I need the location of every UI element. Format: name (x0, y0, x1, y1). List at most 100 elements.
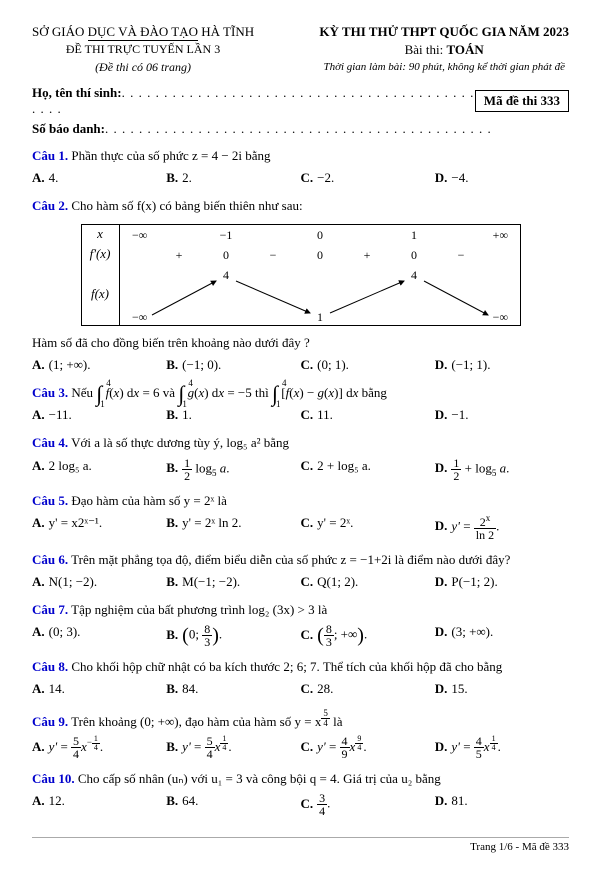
svg-text:+: + (175, 248, 182, 262)
q9-b: B.y' = 54x14. (166, 735, 300, 760)
q1-text: Phần thực của số phức z = 4 − 2i bằng (68, 148, 270, 163)
q9-d: D.y' = 45x14. (435, 735, 569, 760)
row-fp-label: f'(x) (82, 245, 120, 265)
q2-c: C.(0; 1). (301, 356, 435, 374)
svg-text:0: 0 (317, 228, 323, 242)
q2-after: Hàm số đã cho đồng biến trên khoảng nào … (32, 334, 569, 352)
question-3: Câu 3. Nếu ∫41 f(x) dx = 6 và ∫41 g(x) d… (32, 384, 569, 424)
q3-c: C.11. (301, 406, 435, 424)
q5-c: C.y' = 2ˣ. (301, 514, 435, 541)
q10-b: B.64. (166, 792, 300, 817)
q6-num: Câu 6. (32, 552, 68, 567)
q3-d: D.−1. (435, 406, 569, 424)
row-fx-diagram: −∞ 4 1 4 −∞ (120, 265, 520, 325)
q10-a: A.12. (32, 792, 166, 817)
q8-text: Cho khối hộp chữ nhật có ba kích thước 2… (68, 659, 502, 674)
svg-text:0: 0 (223, 248, 229, 262)
q9-num: Câu 9. (32, 714, 68, 729)
svg-text:+∞: +∞ (492, 228, 507, 242)
header: SỞ GIÁO DỤC VÀ ĐÀO TẠO HÀ TĨNH ĐỀ THI TR… (32, 24, 569, 75)
q8-choices: A.14. B.84. C.28. D.15. (32, 680, 569, 698)
svg-text:4: 4 (411, 268, 417, 282)
q2-b: B.(−1; 0). (166, 356, 300, 374)
duration: Thời gian làm bài: 90 phút, không kể thờ… (319, 61, 569, 73)
sbd-dots: . . . . . . . . . . . . . . . . . . . . … (105, 121, 492, 136)
q5-a: A.y' = x2ˣ⁻¹. (32, 514, 166, 541)
q6-text: Trên mặt phẳng tọa độ, điểm biểu diễn củ… (68, 552, 510, 567)
footer: Trang 1/6 - Mã đề 333 (32, 837, 569, 853)
q7-text: Tập nghiệm của bất phương trình log₂ (3x… (68, 602, 327, 617)
q10-c: C.34. (301, 792, 435, 817)
question-7: Câu 7. Tập nghiệm của bất phương trình l… (32, 601, 569, 648)
exam-title: KỲ THI THỬ THPT QUỐC GIA NĂM 2023 (319, 24, 569, 40)
q8-a: A.14. (32, 680, 166, 698)
q3-a: A.−11. (32, 406, 166, 424)
org-line: SỞ GIÁO DỤC VÀ ĐÀO TẠO HÀ TĨNH (32, 24, 254, 40)
q5-b: B.y' = 2ˣ ln 2. (166, 514, 300, 541)
page-count: (Đề thi có 06 trang) (32, 60, 254, 75)
q10-text: Cho cấp số nhân (uₙ) với u₁ = 3 và công … (75, 771, 441, 786)
svg-text:−: − (269, 248, 276, 262)
q4-text: Với a là số thực dương tùy ý, log₅ a² bằ… (68, 435, 289, 450)
q7-d: D.(3; +∞). (435, 623, 569, 648)
q8-c: C.28. (301, 680, 435, 698)
row-x-vals: −∞ −1 0 1 +∞ (120, 225, 520, 245)
q6-c: C.Q(1; 2). (301, 573, 435, 591)
integral-icon: ∫41 (96, 386, 102, 401)
q4-d: D.12 + log5 a. (435, 457, 569, 482)
q4-choices: A.2 log₅ a. B.12 log5 a. C.2 + log₅ a. D… (32, 457, 569, 482)
q7-choices: A.(0; 3). B.(0; 83). C.(83; +∞). D.(3; +… (32, 623, 569, 648)
sbd-row: Số báo danh:. . . . . . . . . . . . . . … (32, 121, 569, 137)
q6-b: B.M(−1; −2). (166, 573, 300, 591)
q1-d: D.−4. (435, 169, 569, 187)
q2-d: D.(−1; 1). (435, 356, 569, 374)
q7-c: C.(83; +∞). (301, 623, 435, 648)
q4-c: C.2 + log₅ a. (301, 457, 435, 482)
sbd-label: Số báo danh: (32, 121, 105, 136)
variation-table: x −∞ −1 0 1 +∞ f'(x) + 0 (81, 224, 521, 326)
svg-text:0: 0 (317, 248, 323, 262)
svg-text:1: 1 (317, 310, 323, 324)
header-right: KỲ THI THỬ THPT QUỐC GIA NĂM 2023 Bài th… (319, 24, 569, 75)
q1-a: A.4. (32, 169, 166, 187)
q1-choices: A.4. B.2. C.−2. D.−4. (32, 169, 569, 187)
q9-c: C.y' = 49x94. (301, 735, 435, 760)
q10-num: Câu 10. (32, 771, 75, 786)
svg-text:−1: −1 (219, 228, 232, 242)
svg-text:4: 4 (223, 268, 229, 282)
integral-icon: ∫41 (178, 386, 184, 401)
q2-num: Câu 2. (32, 198, 68, 213)
svg-text:−∞: −∞ (492, 310, 507, 324)
q2-a: A.(1; +∞). (32, 356, 166, 374)
name-label: Họ, tên thí sinh: (32, 85, 122, 100)
q9-a: A.y' = 54x−14. (32, 735, 166, 760)
q7-a: A.(0; 3). (32, 623, 166, 648)
integral-icon: ∫41 (272, 386, 278, 401)
header-left: SỞ GIÁO DỤC VÀ ĐÀO TẠO HÀ TĨNH ĐỀ THI TR… (32, 24, 254, 75)
question-9: Câu 9. Trên khoảng (0; +∞), đạo hàm của … (32, 709, 569, 760)
q7-b: B.(0; 83). (166, 623, 300, 648)
q4-a: A.2 log₅ a. (32, 457, 166, 482)
row-fp-vals: + 0 − 0 + 0 − (120, 245, 520, 265)
question-10: Câu 10. Cho cấp số nhân (uₙ) với u₁ = 3 … (32, 770, 569, 817)
question-8: Câu 8. Cho khối hộp chữ nhật có ba kích … (32, 658, 569, 698)
q9-choices: A.y' = 54x−14. B.y' = 54x14. C.y' = 49x9… (32, 735, 569, 760)
q2-text: Cho hàm số f(x) có bảng biến thiên như s… (68, 198, 303, 213)
q3-num: Câu 3. (32, 385, 68, 400)
svg-text:0: 0 (411, 248, 417, 262)
q5-choices: A.y' = x2ˣ⁻¹. B.y' = 2ˣ ln 2. C.y' = 2ˣ.… (32, 514, 569, 541)
svg-text:1: 1 (411, 228, 417, 242)
q5-d: D.y' = 2xln 2. (435, 514, 569, 541)
q4-b: B.12 log5 a. (166, 457, 300, 482)
svg-text:+: + (363, 248, 370, 262)
row-x-label: x (82, 225, 120, 245)
name-row: Họ, tên thí sinh:. . . . . . . . . . . .… (32, 85, 569, 117)
q2-choices: A.(1; +∞). B.(−1; 0). C.(0; 1). D.(−1; 1… (32, 356, 569, 374)
q6-choices: A.N(1; −2). B.M(−1; −2). C.Q(1; 2). D.P(… (32, 573, 569, 591)
question-5: Câu 5. Đạo hàm của hàm số y = 2ˣ là A.y'… (32, 492, 569, 541)
row-fx-label: f(x) (82, 265, 120, 325)
q8-d: D.15. (435, 680, 569, 698)
exam-round: ĐỀ THI TRỰC TUYẾN LẦN 3 (32, 42, 254, 57)
question-1: Câu 1. Phần thực của số phức z = 4 − 2i … (32, 147, 569, 187)
question-6: Câu 6. Trên mặt phẳng tọa độ, điểm biểu … (32, 551, 569, 591)
